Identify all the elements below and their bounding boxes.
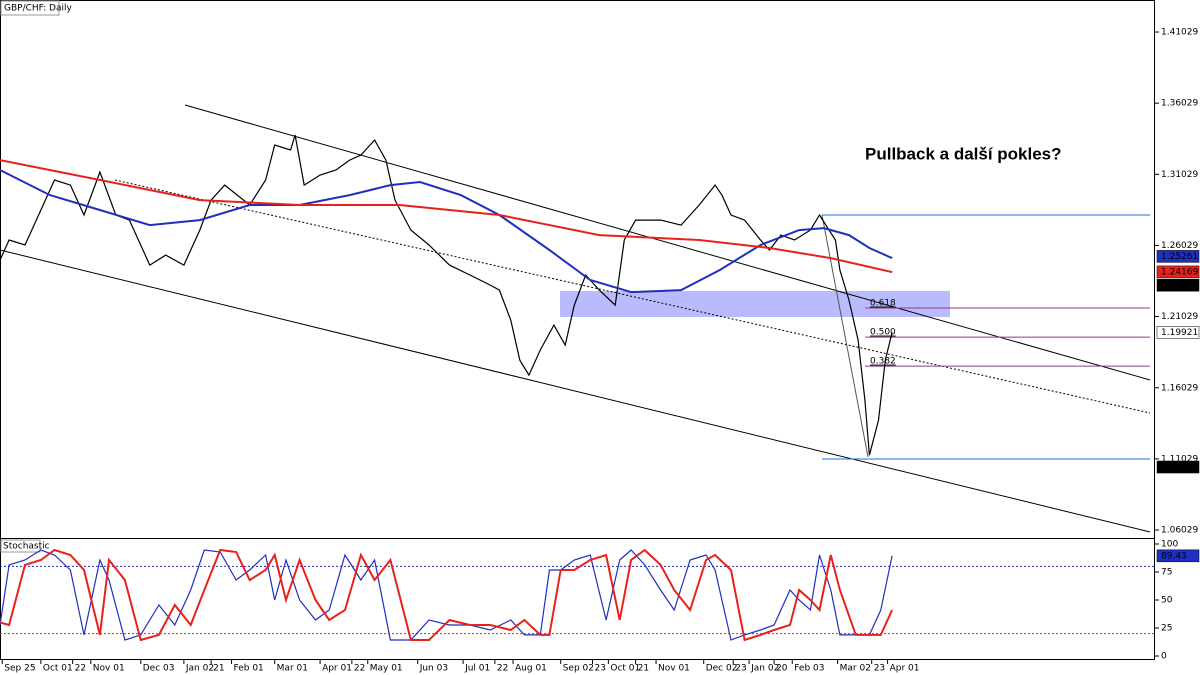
y-tick-label: 1.21029 <box>1161 312 1198 322</box>
channel-bottom <box>0 249 1151 533</box>
price-tag-label: 1.10457 <box>1161 463 1198 473</box>
x-tick-label: Sep 25 <box>4 664 35 674</box>
price-tag-label: 1.24169 <box>1161 267 1198 277</box>
x-tick-label: Mar 01 <box>277 664 308 674</box>
price-tag <box>1156 549 1200 563</box>
x-tick-label: Dec 03 <box>143 664 175 674</box>
price-tag-label: 1.25261 <box>1161 252 1198 262</box>
chart-title: GBP/CHF: Daily <box>4 4 72 14</box>
x-tick-label: Jun 03 <box>419 664 448 674</box>
annotation: Pullback a další pokles? <box>865 144 1062 163</box>
x-tick-label: 22 <box>75 664 86 674</box>
y-tick-label: 1.11029 <box>1161 454 1198 464</box>
price-tag-label: 1.23237 <box>1161 281 1198 291</box>
x-tick-label: Mar 02 <box>840 664 871 674</box>
y-tick-label: 1.31029 <box>1161 170 1198 180</box>
y-tick-label: 1.16029 <box>1161 383 1198 393</box>
y-tick-label: 1.36029 <box>1161 99 1198 109</box>
fib-label: 0.618 <box>870 299 896 309</box>
price-tag <box>1156 460 1200 474</box>
price-tag-label: 89.43 <box>1161 551 1187 561</box>
price-tag <box>1156 265 1200 279</box>
x-tick-label: 22 <box>497 664 508 674</box>
x-tick-label: Sep 02 <box>563 664 594 674</box>
channel-top <box>184 104 1151 381</box>
x-tick-label: 21 <box>213 664 224 674</box>
y-tick-label: 25 <box>1161 624 1172 634</box>
x-tick-label: Nov 01 <box>93 664 125 674</box>
x-tick-label: 23 <box>735 664 746 674</box>
series-line <box>0 159 893 274</box>
stoch-title-box <box>0 539 41 553</box>
x-tick-label: Dec 02 <box>706 664 738 674</box>
x-tick-label: Jan 02 <box>185 664 214 674</box>
x-tick-label: 22 <box>354 664 365 674</box>
price-tag <box>1156 326 1200 339</box>
x-tick-label: Feb 01 <box>234 664 264 674</box>
x-tick-label: 20 <box>776 664 788 674</box>
x-tick-label: May 01 <box>370 664 403 674</box>
x-tick-label: Oct 01 <box>610 664 640 674</box>
x-tick-label: Feb 03 <box>794 664 824 674</box>
series-line <box>0 549 893 641</box>
price-tag <box>1156 250 1200 263</box>
price-tag-label: 1.19921 <box>1161 328 1198 338</box>
series-line <box>0 548 894 642</box>
y-tick-label: 50 <box>1161 596 1173 606</box>
x-tick-label: Apr 01 <box>322 664 352 674</box>
x-tick-label: 23 <box>594 664 605 674</box>
channel-mid <box>114 179 1151 414</box>
x-tick-label: Jan 02 <box>750 664 779 674</box>
fib-label: 0.382 <box>870 357 896 367</box>
series-line <box>0 134 893 456</box>
price-tag <box>1156 278 1200 292</box>
fib-anchor <box>821 214 869 458</box>
y-tick-label: 1.06029 <box>1161 526 1198 536</box>
y-tick-label: 75 <box>1161 568 1172 578</box>
x-tick-label: Aug 01 <box>515 664 547 674</box>
x-tick-label: 23 <box>874 664 885 674</box>
x-tick-label: 21 <box>638 664 649 674</box>
title-box <box>0 0 60 16</box>
y-tick-label: 1.41029 <box>1161 28 1198 38</box>
y-tick-label: 0 <box>1161 652 1167 662</box>
x-tick-label: Oct 01 <box>43 664 73 674</box>
y-tick-label: 1.26029 <box>1161 241 1198 251</box>
fib-label: 0.500 <box>870 328 896 338</box>
y-tick-label: 100 <box>1161 540 1178 550</box>
x-tick-label: Apr 01 <box>890 664 920 674</box>
x-tick-label: Jul 01 <box>464 664 490 674</box>
stoch-title: Stochastic <box>3 542 50 552</box>
plot-frame <box>0 0 1155 660</box>
x-tick-label: Nov 01 <box>658 664 690 674</box>
